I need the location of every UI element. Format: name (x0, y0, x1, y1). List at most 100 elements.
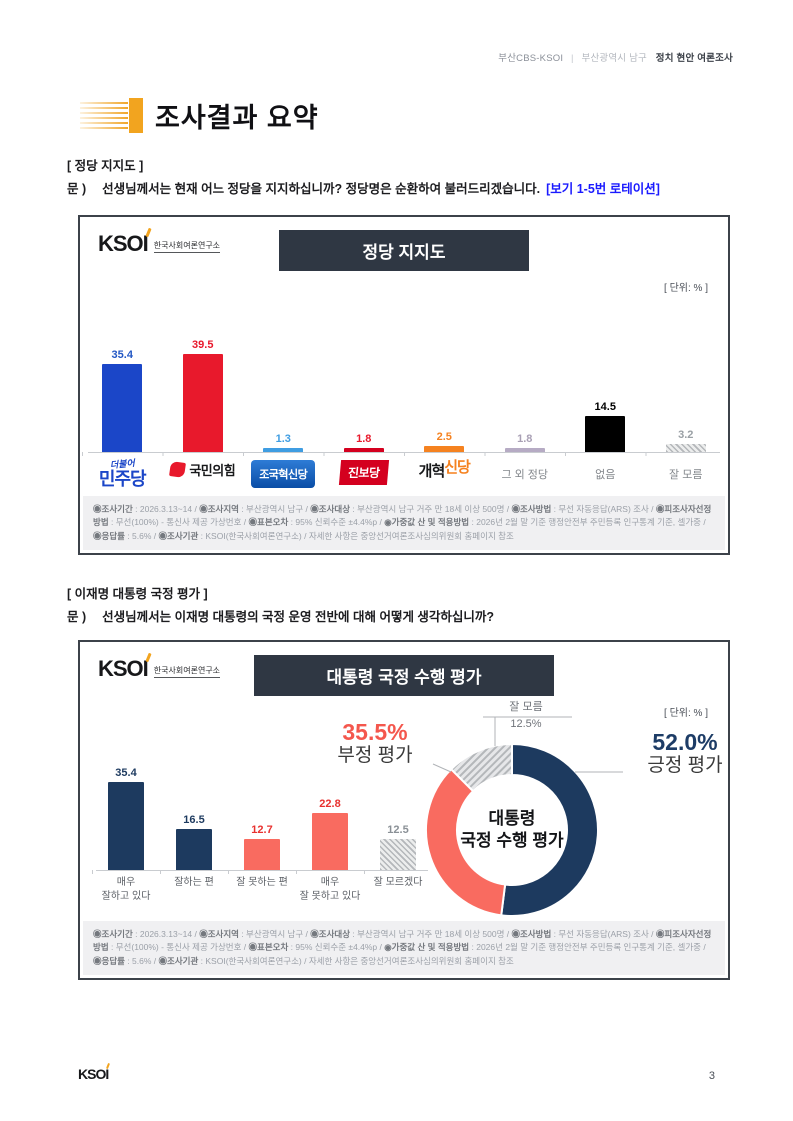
footnote-label: ◉가중값 산 및 적용방법 (384, 517, 470, 528)
party-support-chart-card: KSOI 한국사회여론연구소 정당 지지도 [ 단위: % ] 35.4 39.5… (78, 215, 730, 555)
category-label-cell: 진보당 (324, 460, 405, 488)
bar (343, 448, 384, 452)
bar-value: 1.8 (356, 433, 372, 445)
bar (182, 354, 223, 452)
category-label-cell: 더불어 민주당 (82, 458, 163, 488)
footnote-label: ◉조사방법 (511, 928, 552, 939)
document-header: 부산CBS-KSOI | 부산광역시 남구 정치 현안 여론조사 (498, 50, 733, 64)
positive-callout: 52.0% 긍정 평가 (625, 729, 745, 777)
stripes-icon (80, 102, 128, 129)
ksoi-logo: KSOI 한국사회여론연구소 (98, 658, 221, 680)
negative-pct: 35.5% (342, 719, 408, 745)
category-label: 매우 잘 못하고 있다 (300, 876, 361, 903)
category-label-cell: 매우 잘하고 있다 (92, 876, 160, 903)
dontknow-pct: 12.5% (510, 718, 542, 731)
bar-slot: 12.5 (364, 824, 432, 870)
category-label-cell: 매우 잘 못하고 있다 (296, 876, 364, 903)
category-label-cell: 그 외 정당 (485, 460, 566, 488)
bar (263, 448, 304, 452)
category-label-line: 잘하고 있다 (101, 890, 151, 902)
category-label-cell: 잘 모르겠다 (364, 876, 432, 903)
bar (585, 416, 626, 452)
party-logo-part: 진보당 (338, 460, 389, 485)
donut-slice (449, 742, 513, 793)
approval-labels: 매우 잘하고 있다 잘하는 편 잘 못하는 편 매우 잘 못하고 있다 잘 모르겠다 (92, 876, 432, 903)
party-label: 국민의힘 (169, 460, 236, 479)
footnote-label: ◉표본오차 (248, 517, 289, 528)
bar-slot: 14.5 (565, 401, 646, 452)
header-title: 정치 현안 여론조사 (655, 53, 733, 64)
category-label-line: 잘하는 편 (174, 877, 214, 888)
donut-slice (425, 767, 507, 917)
dontknow-callout: 잘 모름 12.5% (483, 699, 569, 733)
ksoi-logo-text: KSOI (98, 231, 149, 256)
footnote-label: ◉조사지역 (199, 928, 239, 939)
bar-slot: 1.8 (485, 433, 566, 452)
donut-center-label: 대통령 국정 수행 평가 (432, 808, 592, 852)
footnote-label: ◉가중값 산 및 적용방법 (384, 942, 470, 953)
party-label: 개혁 신당 (419, 459, 471, 481)
ksoi-logo-subtitle: 한국사회여론연구소 (153, 665, 221, 678)
chart2-footnote: ◉조사기간 : 2026.3.13~14 / ◉조사지역 : 부산광역시 남구 … (83, 920, 725, 975)
bar (312, 813, 348, 870)
bar-slot: 2.5 (404, 431, 485, 452)
bar (176, 829, 212, 870)
page-number: 3 (708, 1070, 715, 1082)
approval-chart-card: KSOI 한국사회여론연구소 대통령 국정 수행 평가 [ 단위: % ] 35… (78, 640, 730, 980)
footer-ksoi-logo: KSOI (78, 1066, 109, 1084)
bar-value: 35.4 (111, 349, 133, 361)
category-label: 잘 못하는 편 (236, 876, 288, 890)
category-label: 매우 잘하고 있다 (102, 876, 151, 903)
bar (102, 364, 143, 452)
footnote-label: ◉조사지역 (199, 503, 239, 514)
footnote-label: ◉조사방법 (511, 503, 552, 514)
bar (504, 448, 545, 452)
party-label: 더불어 민주당 (99, 458, 147, 488)
dontknow-label: 잘 모름 (509, 701, 543, 713)
page-title: 조사결과 요약 (155, 103, 319, 133)
category-label-line: 잘 모르겠다 (373, 877, 423, 888)
party-logo-part: 없음 (595, 469, 616, 481)
bar (380, 839, 416, 870)
ksoi-logo-text: KSOI (78, 1066, 109, 1082)
section2-question: 문 ) 선생님께서는 이재명 대통령의 국정 운영 전반에 대해 어떻게 생각하십… (67, 606, 494, 625)
donut-center-line1: 대통령 (488, 809, 536, 828)
title-stripes-icon (80, 98, 143, 133)
bar-slot: 3.2 (646, 429, 727, 452)
bar-value: 35.4 (115, 767, 137, 779)
question-text: 선생님께서는 이재명 대통령의 국정 운영 전반에 대해 어떻게 생각하십니까? (102, 610, 495, 624)
bar-slot: 1.8 (324, 433, 405, 452)
bar-slot: 16.5 (160, 814, 228, 870)
bar-slot: 35.4 (92, 767, 160, 870)
header-brand: 부산CBS-KSOI (498, 53, 564, 64)
ksoi-logo-subtitle: 한국사회여론연구소 (153, 240, 221, 253)
approval-bars: 35.4 16.5 12.7 22.8 12.5 (92, 642, 432, 870)
footnote-label: ◉피조사자선정방법 (93, 503, 712, 528)
approval-donut-chart (425, 716, 623, 917)
party-label: 없음 (595, 460, 615, 482)
chart1-footnote: ◉조사기간 : 2026.3.13~14 / ◉조사지역 : 부산광역시 남구 … (83, 495, 725, 550)
category-label: 잘 모르겠다 (374, 876, 423, 890)
footnote-label: ◉조사대상 (310, 503, 351, 514)
section2-heading: [ 이재명 대통령 국정 평가 ] (67, 587, 208, 601)
party-logo-part: 잘 모름 (669, 469, 703, 481)
category-label-cell: 개혁 신당 (404, 459, 485, 488)
category-label-cell: 잘 못하는 편 (228, 876, 296, 903)
orange-bar-icon (129, 98, 143, 133)
party-logo-part: 조국혁신당 (251, 460, 316, 488)
chart1-axis-ticks (82, 452, 726, 456)
party-logo-part (169, 461, 187, 478)
bar-slot: 35.4 (82, 349, 163, 452)
bar-value: 16.5 (183, 814, 205, 826)
bar-value: 14.5 (594, 401, 616, 413)
footnote-label: ◉조사기간 (93, 928, 133, 939)
footnote-label: ◉조사기관 (158, 955, 199, 966)
category-label-line: 잘 못하고 있다 (299, 890, 361, 902)
ksoi-logo: KSOI 한국사회여론연구소 (98, 231, 221, 256)
footnote-label: ◉조사대상 (310, 928, 351, 939)
party-labels: 더불어 민주당 국민의힘 조국혁신당 진보당 개혁 신당 그 외 정당 없음 잘 모름 (82, 458, 726, 488)
footnote-label: ◉조사기간 (93, 503, 133, 514)
bar-value: 1.8 (517, 433, 533, 445)
bar-value: 12.7 (251, 824, 273, 836)
party-label: 그 외 정당 (501, 460, 548, 482)
